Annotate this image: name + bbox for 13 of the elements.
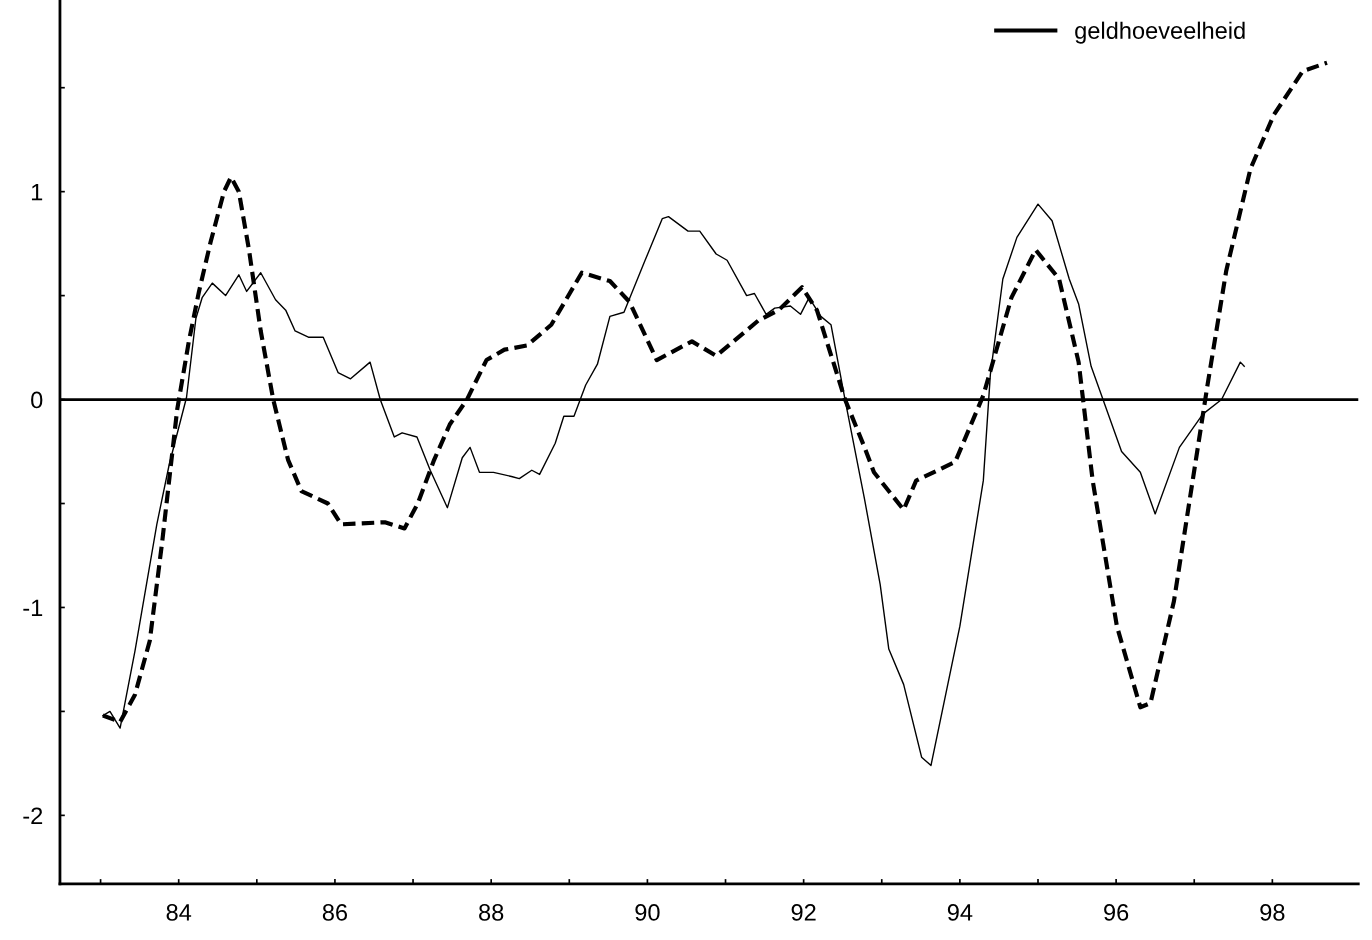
x-tick-label: 94 bbox=[947, 904, 973, 921]
y-tick-label: -2 bbox=[23, 807, 43, 824]
x-tick-label: 90 bbox=[635, 904, 660, 921]
x-tick-label: 84 bbox=[166, 904, 192, 921]
x-tick-label: 86 bbox=[322, 904, 348, 921]
x-tick-label: 96 bbox=[1104, 904, 1129, 921]
y-tick-label: -1 bbox=[23, 599, 43, 617]
y-tick-label: 1 bbox=[31, 183, 43, 201]
x-tick-label: 92 bbox=[791, 904, 816, 921]
y-tick-label: 0 bbox=[31, 391, 43, 409]
x-tick-label: 88 bbox=[479, 904, 504, 921]
legend-label: geldhoeveelheid bbox=[1075, 21, 1245, 44]
x-tick-label: 98 bbox=[1260, 904, 1285, 921]
